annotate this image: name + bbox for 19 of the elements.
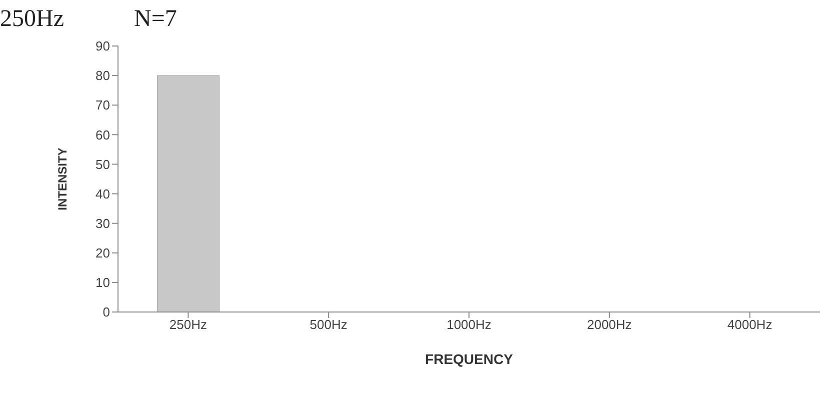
y-tick-label: 90 [96,38,110,54]
x-tick-label: 1000Hz [446,317,492,332]
y-tick-label: 30 [96,216,110,231]
x-tick-label: 4000Hz [727,317,772,332]
x-tick-label: 500Hz [310,317,348,332]
y-axis-title: INTENSITY [55,148,70,210]
chart-title: 250Hz [0,6,64,33]
y-tick-label: 10 [96,275,110,290]
x-tick-label: 250Hz [169,317,207,332]
y-tick-label: 0 [102,304,110,320]
y-tick-label: 50 [96,156,110,172]
y-tick-label: 20 [96,246,110,261]
y-tick-label: 80 [96,68,110,84]
x-axis-title: FREQUENCY [425,351,514,367]
y-tick-label: 60 [96,127,110,142]
y-tick-label: 70 [96,98,110,113]
y-tick-label: 40 [96,186,110,202]
chart-subtitle: N=7 [134,6,177,33]
x-tick-label: 2000Hz [586,317,632,332]
